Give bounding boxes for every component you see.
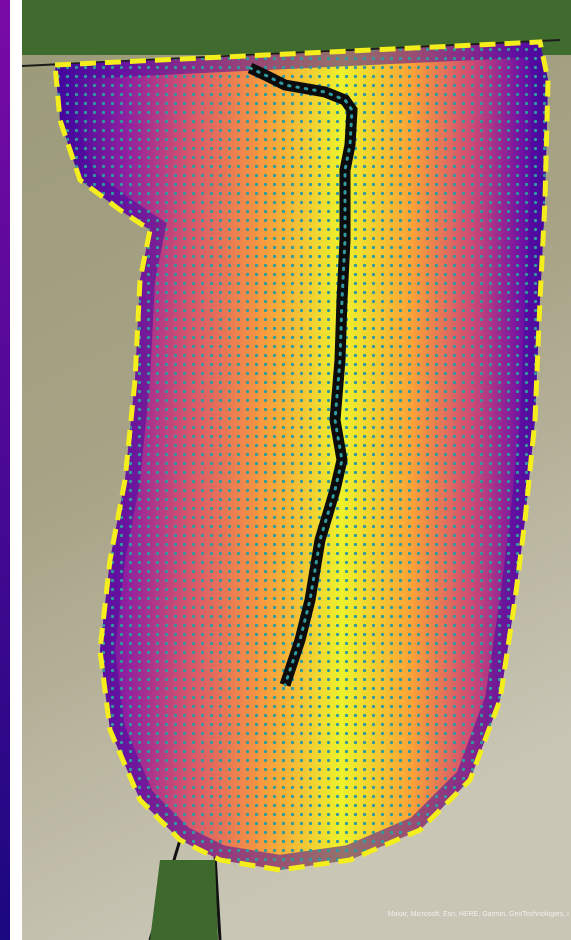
map-view: Maxar, Microsoft, Esri, HERE, Garmin, Ge… [0, 0, 571, 940]
map-attribution: Maxar, Microsoft, Esri, HERE, Garmin, Ge… [388, 911, 569, 918]
color-bar [0, 0, 10, 940]
map-canvas [0, 0, 571, 940]
grass-patch [150, 860, 218, 940]
